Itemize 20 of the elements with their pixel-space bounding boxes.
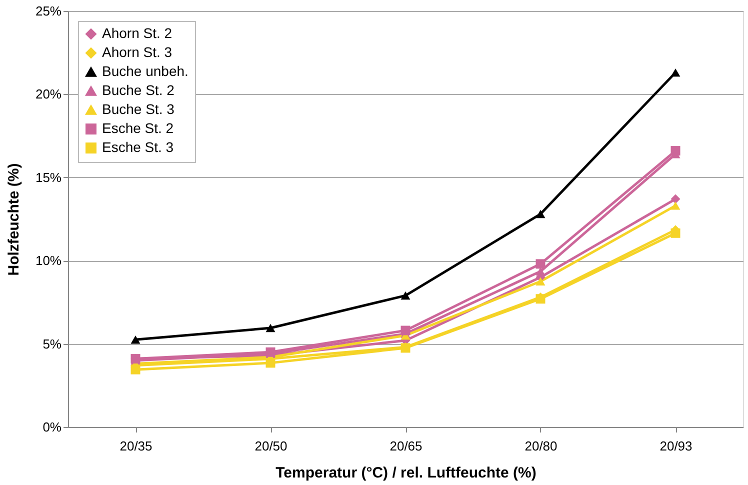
y-tick-label: 10% [35,253,62,268]
y-tick-label: 20% [35,86,62,102]
y-axis-title: Holzfeuchte (%) [5,163,22,276]
x-axis-title: Temperatur (°C) / rel. Luftfeuchte (%) [276,464,536,482]
legend-label: Ahorn St. 2 [102,25,172,41]
legend-label: Buche unbeh. [102,63,188,79]
x-tick-label: 20/50 [254,438,288,454]
y-tick-label: 15% [35,170,62,185]
legend-label: Buche St. 3 [102,101,175,117]
x-tick-label: 20/80 [524,438,558,454]
x-tick-label: 20/65 [390,438,422,454]
y-tick-label: 25% [35,4,62,18]
x-tick-label: 20/35 [120,438,152,454]
legend-label: Esche St. 3 [102,139,174,155]
y-tick-label: 0% [42,420,62,434]
legend-label: Esche St. 2 [102,120,174,136]
y-tick-label: 5% [42,336,62,352]
x-tick-label: 20/93 [660,438,692,454]
legend-label: Buche St. 2 [102,82,175,98]
legend-label: Ahorn St. 3 [102,44,172,60]
